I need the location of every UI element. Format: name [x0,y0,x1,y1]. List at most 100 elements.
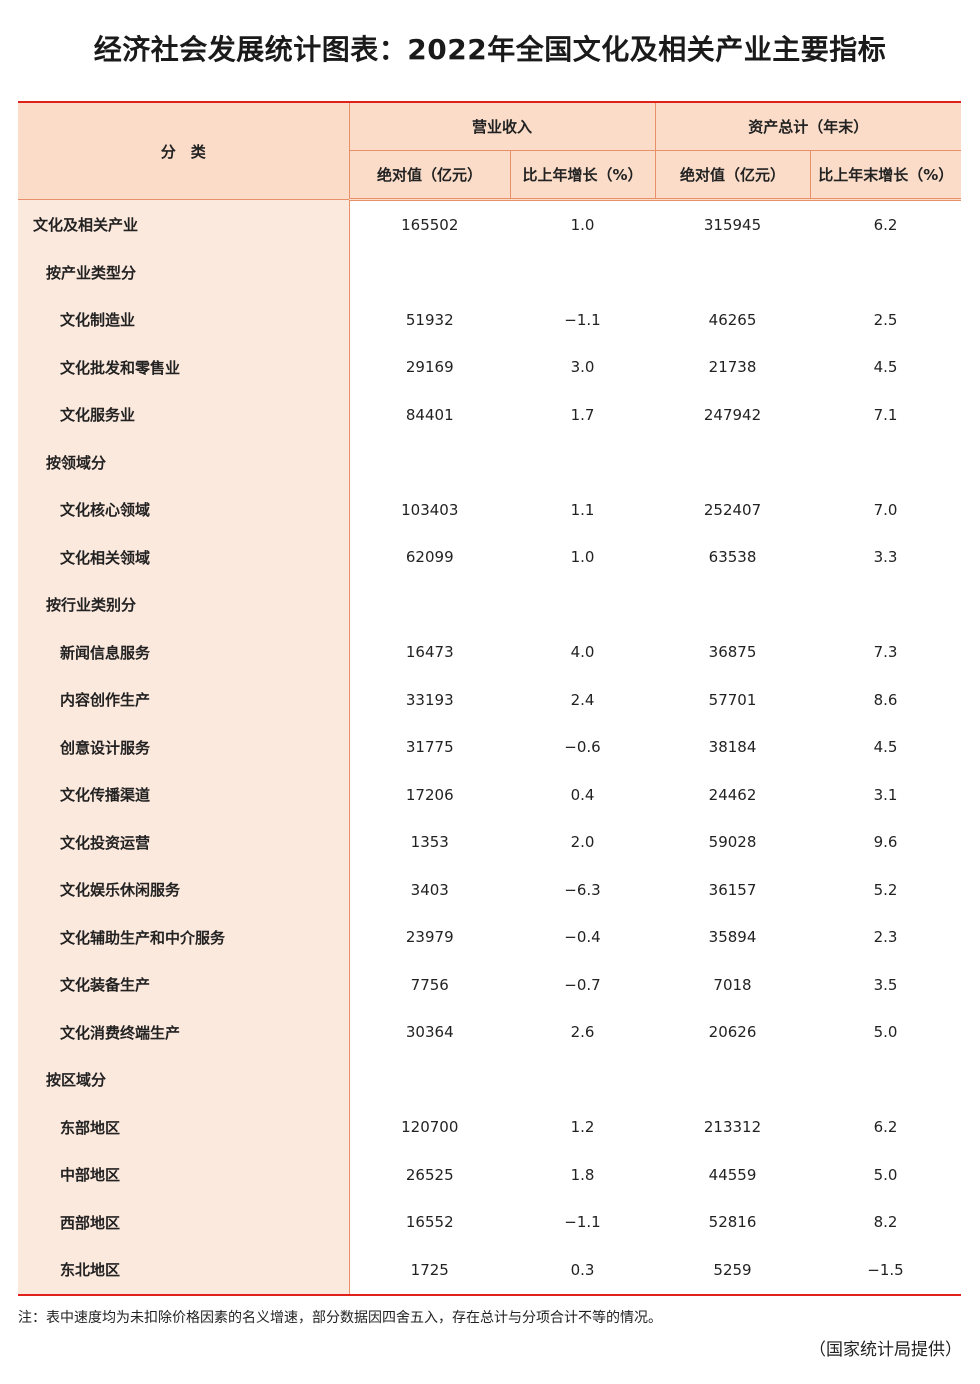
cell-revenue-growth: 3.0 [570,358,595,377]
cell-revenue-absolute: 30364 [405,1023,454,1042]
header-assets-absolute: 绝对值（亿元） [655,150,811,201]
cell-revenue-absolute: 84401 [405,405,454,424]
cell-revenue-absolute [349,249,510,297]
header-assets-growth: 比上年末增长（%） [810,150,962,201]
cell-revenue-growth [510,1056,655,1104]
cell-assets-growth: 4.5 [873,358,898,377]
cell-assets-growth: −1.5 [867,1260,904,1279]
cell-assets-absolute: 21738 [708,358,757,377]
cell-assets-absolute: 252407 [703,500,762,519]
cell-revenue-absolute: 51932 [405,310,454,329]
table-row: 按区域分 [18,1056,961,1104]
cell-revenue-absolute: 3403 [410,880,449,899]
row-category: 文化装备生产 [18,961,350,1009]
cell-revenue-growth: −1.1 [564,1213,601,1232]
cell-assets-absolute: 35894 [708,928,757,947]
row-category: 按产业类型分 [18,248,350,296]
cell-assets-growth: 7.0 [873,500,898,519]
cell-revenue-growth: 1.7 [570,405,595,424]
cell-assets-growth: 6.2 [873,1118,898,1137]
table-row: 中部地区 26525 1.8 44559 5.0 [18,1151,961,1199]
cell-revenue-absolute: 26525 [405,1165,454,1184]
cell-revenue-growth: −1.1 [564,310,601,329]
cell-assets-growth: 2.3 [873,928,898,947]
table-row: 东部地区 120700 1.2 213312 6.2 [18,1103,961,1151]
cell-revenue-absolute [349,439,510,487]
table-row: 文化辅助生产和中介服务 23979 −0.4 35894 2.3 [18,913,961,961]
table-row: 文化传播渠道 17206 0.4 24462 3.1 [18,771,961,819]
row-category: 东部地区 [18,1103,350,1151]
cell-revenue-growth: 2.4 [570,690,595,709]
row-category: 创意设计服务 [18,723,350,771]
indicator-table: 分 类 营业收入 资产总计（年末） 绝对值（亿元） 比上年增长（%） 绝对值（亿… [18,101,962,1296]
table-row: 文化及相关产业 165502 1.0 315945 6.2 [18,199,961,249]
row-category: 文化辅助生产和中介服务 [18,913,350,961]
cell-assets-absolute: 59028 [708,833,757,852]
cell-revenue-absolute: 62099 [405,548,454,567]
header-category: 分 类 [18,102,350,200]
cell-revenue-growth: 0.4 [570,785,595,804]
cell-revenue-growth: 1.8 [570,1165,595,1184]
cell-assets-growth: 8.2 [873,1213,898,1232]
table-row: 文化批发和零售业 29169 3.0 21738 4.5 [18,343,961,391]
cell-revenue-absolute: 31775 [405,738,454,757]
row-category: 文化批发和零售业 [18,343,350,391]
row-category: 按区域分 [18,1056,350,1104]
cell-assets-growth: 7.1 [873,405,898,424]
row-category: 按行业类别分 [18,581,350,629]
table-row: 文化投资运营 1353 2.0 59028 9.6 [18,818,961,866]
cell-revenue-absolute: 16552 [405,1213,454,1232]
cell-assets-growth: 3.3 [873,548,898,567]
cell-assets-growth: 9.6 [873,833,898,852]
cell-assets-absolute: 46265 [708,310,757,329]
table-row: 文化消费终端生产 30364 2.6 20626 5.0 [18,1008,961,1056]
cell-assets-absolute [655,1056,810,1104]
cell-assets-absolute [655,439,810,487]
cell-assets-growth: 5.2 [873,880,898,899]
cell-revenue-growth: 0.3 [570,1260,595,1279]
cell-revenue-growth [510,439,655,487]
cell-revenue-growth: 2.0 [570,833,595,852]
row-category: 文化娱乐休闲服务 [18,866,350,914]
table-row: 按产业类型分 [18,248,961,297]
cell-assets-absolute: 44559 [708,1165,757,1184]
table-row: 按行业类别分 [18,581,961,629]
cell-assets-growth [810,581,961,629]
footnote: 注：表中速度均为未扣除价格因素的名义增速，部分数据因四舍五入，存在总计与分项合计… [18,1310,662,1326]
row-category: 文化相关领域 [18,533,350,581]
header-assets: 资产总计（年末） [655,102,962,151]
table-row: 文化装备生产 7756 −0.7 7018 3.5 [18,961,961,1009]
cell-revenue-growth [510,249,655,297]
cell-revenue-growth: 4.0 [570,643,595,662]
cell-assets-absolute: 24462 [708,785,757,804]
cell-assets-growth: 6.2 [873,215,898,234]
cell-revenue-growth: −0.6 [564,738,601,757]
cell-revenue-growth: −0.4 [564,928,601,947]
row-category: 文化投资运营 [18,818,350,866]
row-category: 文化服务业 [18,391,350,439]
cell-revenue-absolute: 120700 [401,1118,459,1137]
cell-assets-growth [810,1056,961,1104]
cell-assets-absolute: 36157 [708,880,757,899]
table-row: 新闻信息服务 16473 4.0 36875 7.3 [18,628,961,676]
cell-assets-absolute: 20626 [708,1023,757,1042]
table-row: 文化相关领域 62099 1.0 63538 3.3 [18,533,961,581]
cell-assets-absolute: 63538 [708,548,757,567]
header-revenue-growth: 比上年增长（%） [510,150,656,201]
row-category: 东北地区 [18,1246,350,1295]
cell-revenue-absolute: 1353 [410,833,449,852]
cell-revenue-absolute [349,581,510,629]
page-title: 经济社会发展统计图表：2022年全国文化及相关产业主要指标 [93,33,887,66]
header-revenue: 营业收入 [349,102,656,151]
cell-assets-growth: 7.3 [873,643,898,662]
cell-assets-growth: 2.5 [873,310,898,329]
row-category: 文化制造业 [18,296,350,344]
cell-revenue-growth: −6.3 [564,880,601,899]
cell-revenue-absolute: 1725 [410,1260,449,1279]
table-row: 西部地区 16552 −1.1 52816 8.2 [18,1198,961,1246]
source-credit: （国家统计局提供） [809,1340,962,1360]
cell-revenue-growth: 1.1 [570,500,595,519]
cell-revenue-absolute: 165502 [401,215,459,234]
row-category: 文化消费终端生产 [18,1008,350,1056]
cell-revenue-growth: 1.2 [570,1118,595,1137]
